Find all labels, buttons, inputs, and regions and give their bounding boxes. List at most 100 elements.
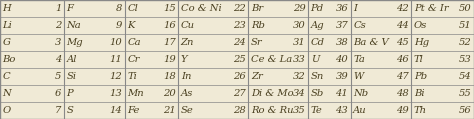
Text: 28: 28: [233, 106, 246, 115]
Text: As: As: [181, 89, 193, 98]
Text: O: O: [2, 106, 11, 115]
Text: Mg: Mg: [66, 38, 83, 47]
Text: Zn: Zn: [181, 38, 194, 47]
Text: Au: Au: [353, 106, 367, 115]
Text: 6: 6: [55, 89, 62, 98]
Text: 9: 9: [116, 21, 122, 30]
Text: 4: 4: [55, 55, 62, 64]
Text: 40: 40: [336, 55, 348, 64]
Text: 18: 18: [163, 72, 176, 81]
Text: 31: 31: [293, 38, 306, 47]
Text: F: F: [66, 4, 73, 13]
Text: U: U: [310, 55, 319, 64]
Text: Cs: Cs: [353, 21, 366, 30]
Text: 14: 14: [109, 106, 122, 115]
Text: 1: 1: [55, 4, 62, 13]
Text: 52: 52: [459, 38, 472, 47]
Text: 49: 49: [396, 106, 409, 115]
Text: Ta: Ta: [353, 55, 365, 64]
Text: Bo: Bo: [2, 55, 16, 64]
Text: Hg: Hg: [414, 38, 429, 47]
Text: Si: Si: [66, 72, 77, 81]
Text: 43: 43: [336, 106, 348, 115]
Text: Ti: Ti: [127, 72, 137, 81]
Text: 26: 26: [233, 72, 246, 81]
Text: Bi: Bi: [414, 89, 425, 98]
Text: 16: 16: [163, 21, 176, 30]
Text: I: I: [353, 4, 357, 13]
Text: 11: 11: [109, 55, 122, 64]
Text: 10: 10: [109, 38, 122, 47]
Text: Pb: Pb: [414, 72, 427, 81]
Text: 13: 13: [109, 89, 122, 98]
Text: Pd: Pd: [310, 4, 324, 13]
Text: 38: 38: [336, 38, 348, 47]
Text: 44: 44: [396, 21, 409, 30]
Text: Se: Se: [181, 106, 193, 115]
Text: 35: 35: [293, 106, 306, 115]
Text: Al: Al: [66, 55, 77, 64]
Text: In: In: [181, 72, 191, 81]
Text: 21: 21: [163, 106, 176, 115]
Text: 41: 41: [336, 89, 348, 98]
Text: 8: 8: [116, 4, 122, 13]
Text: Ag: Ag: [310, 21, 324, 30]
Text: W: W: [353, 72, 364, 81]
Text: 3: 3: [55, 38, 62, 47]
Text: 15: 15: [163, 4, 176, 13]
Text: 2: 2: [55, 21, 62, 30]
Text: 32: 32: [293, 72, 306, 81]
Text: 47: 47: [396, 72, 409, 81]
Text: K: K: [127, 21, 135, 30]
Text: Fe: Fe: [127, 106, 139, 115]
Text: 53: 53: [459, 55, 472, 64]
Text: Te: Te: [310, 106, 322, 115]
Text: Rb: Rb: [251, 21, 265, 30]
Text: S: S: [66, 106, 73, 115]
Text: Sb: Sb: [310, 89, 324, 98]
Text: 12: 12: [109, 72, 122, 81]
Text: 29: 29: [293, 4, 306, 13]
Text: 19: 19: [163, 55, 176, 64]
Text: 54: 54: [459, 72, 472, 81]
Text: 27: 27: [233, 89, 246, 98]
Text: Nb: Nb: [353, 89, 368, 98]
Text: Ca: Ca: [127, 38, 141, 47]
Text: N: N: [2, 89, 11, 98]
Text: 55: 55: [459, 89, 472, 98]
Text: Os: Os: [414, 21, 427, 30]
Text: 46: 46: [396, 55, 409, 64]
Text: Cd: Cd: [310, 38, 325, 47]
Text: 7: 7: [55, 106, 62, 115]
Text: 56: 56: [459, 106, 472, 115]
Text: Sr: Sr: [251, 38, 263, 47]
Text: Ro & Ru: Ro & Ru: [251, 106, 293, 115]
Text: Th: Th: [414, 106, 427, 115]
Text: 30: 30: [293, 21, 306, 30]
Text: 17: 17: [163, 38, 176, 47]
Text: 34: 34: [293, 89, 306, 98]
Text: Cu: Cu: [181, 21, 195, 30]
Text: Na: Na: [66, 21, 81, 30]
Text: 42: 42: [396, 4, 409, 13]
Text: 36: 36: [336, 4, 348, 13]
Text: Cl: Cl: [127, 4, 138, 13]
Text: 25: 25: [233, 55, 246, 64]
Text: Di & Mo: Di & Mo: [251, 89, 293, 98]
Text: Y: Y: [181, 55, 187, 64]
Text: Zr: Zr: [251, 72, 263, 81]
Text: 33: 33: [293, 55, 306, 64]
Text: Li: Li: [2, 21, 12, 30]
Text: 23: 23: [233, 21, 246, 30]
Text: 45: 45: [396, 38, 409, 47]
Text: Mn: Mn: [127, 89, 144, 98]
Text: Co & Ni: Co & Ni: [181, 4, 221, 13]
Text: G: G: [2, 38, 10, 47]
Text: 22: 22: [233, 4, 246, 13]
Text: Ce & La: Ce & La: [251, 55, 292, 64]
Text: C: C: [2, 72, 10, 81]
Text: Sn: Sn: [310, 72, 324, 81]
Text: 20: 20: [163, 89, 176, 98]
Text: 39: 39: [336, 72, 348, 81]
Text: Ba & V: Ba & V: [353, 38, 389, 47]
